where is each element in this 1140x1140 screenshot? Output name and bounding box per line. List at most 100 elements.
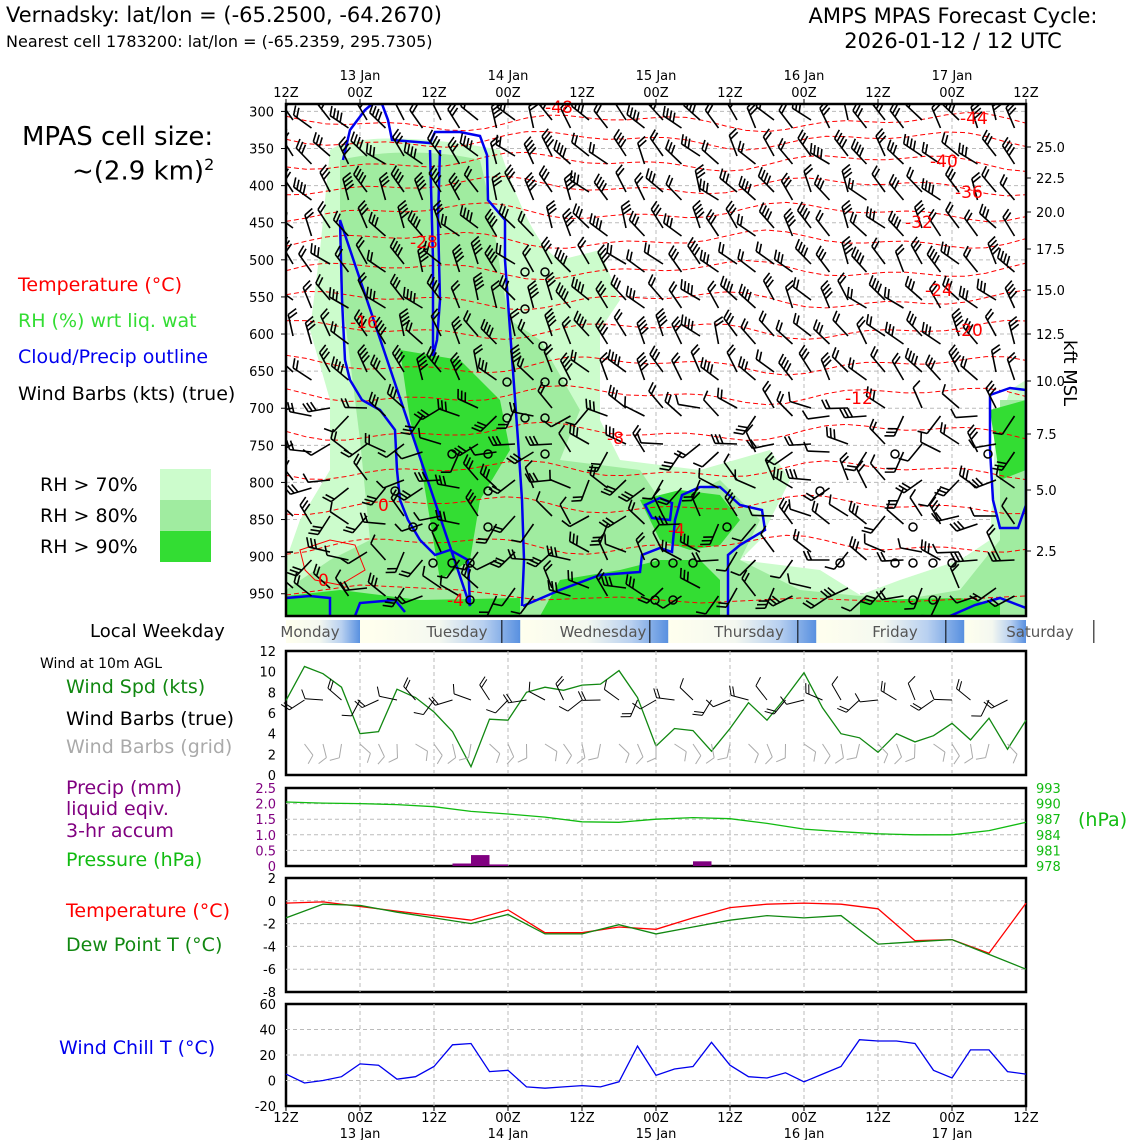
barb-flag [687,318,691,329]
barb-flag [692,199,701,208]
barb-staff [338,743,342,758]
wind-barb [488,479,516,495]
barb-flag [887,323,892,334]
wind-barb [737,248,756,273]
barb-flag [706,254,710,265]
barb-flag [661,464,672,468]
wind-barb [451,315,463,345]
barb-flag [329,105,333,116]
wind-barb [286,353,294,373]
barb-flag [629,107,634,118]
barb-flag [581,691,587,701]
barb-flag [910,236,918,246]
barb-flag [407,210,414,220]
barb-staff [618,743,630,755]
barb-flag [300,248,307,258]
barb-flag [343,581,350,591]
barb-flag [933,254,940,265]
barb-staff [286,221,294,229]
wind-barb [295,138,313,165]
barb-flag [696,211,705,220]
grid-wind-barb [433,743,443,765]
barb-flag [880,551,887,562]
wind-barb [851,246,868,273]
wind-barb [705,208,720,237]
cloud-outline-4 [643,496,674,522]
barb-flag [364,498,375,503]
surface-wind-barb [831,676,842,701]
grid-wind-barb [415,743,428,762]
barb-flag [943,243,948,254]
barb-flag [389,273,396,284]
barb-flag [949,523,958,532]
barb-staff [735,478,756,489]
wind-barb [593,173,609,201]
cell-size-line2: ~(2.9 km)2 [72,155,215,187]
bottom-date-label: 13 Jan [340,1127,381,1140]
barb-flag [528,681,531,692]
barb-flag [915,203,924,212]
wind-barb [951,307,964,337]
barb-flag [359,512,365,523]
barb-flag [871,165,878,175]
barb-flag [548,319,557,327]
y-tick-label: -2 [263,918,276,933]
wind-barb [960,355,979,381]
barb-flag [620,200,630,208]
barb-flag [783,436,790,446]
barb-flag [398,492,408,499]
barb-flag [391,344,399,354]
barb-staff [446,559,461,579]
barb-flag [791,104,794,109]
wind-barb [317,200,331,229]
barb-flag [394,596,403,605]
barb-staff [329,511,349,525]
barb-flag [847,357,852,368]
wind-barb [803,441,830,453]
wind-barb [904,587,923,610]
wind-barb [597,532,609,561]
barb-flag [851,538,857,549]
barb-staff [933,743,946,753]
barb-flag [718,602,729,605]
wind-barb [595,280,609,309]
barb-flag [686,535,690,546]
barb-flag [353,453,360,463]
barb-staff [419,436,442,445]
barb-flag [704,104,710,111]
barb-flag [403,677,409,687]
barb-flag [624,491,634,498]
wind-barb [847,357,867,381]
barb-flag [673,452,684,459]
barb-staff [452,743,457,758]
barb-flag [645,168,650,179]
barb-flag [694,710,704,714]
calm-circle [540,413,550,423]
surface-wind-barb [486,699,509,714]
barb-flag [329,501,333,512]
wind-barb [949,520,978,532]
y-tick-label: 40 [259,1024,276,1039]
wind-barb [304,315,316,345]
barb-flag [736,213,740,224]
y-tick-label: 1.0 [255,829,276,844]
wind-barb [841,163,853,193]
wind-barb [491,172,503,201]
barb-flag [968,427,977,437]
barb-staff [286,508,294,517]
barb-flag [684,136,688,147]
barb-flag [855,460,864,469]
barb-flag [886,139,892,150]
barb-flag [764,599,774,607]
barb-flag [405,679,411,690]
barb-staff [286,364,294,373]
barb-flag [359,203,368,212]
barb-flag [766,211,773,221]
barb-flag [495,435,502,446]
surface-wind-barb [971,699,990,717]
barb-flag [421,471,428,482]
barb-flag [661,539,664,550]
wind-barb [926,245,942,273]
barb-flag [554,246,560,257]
wind-barb [757,166,775,193]
